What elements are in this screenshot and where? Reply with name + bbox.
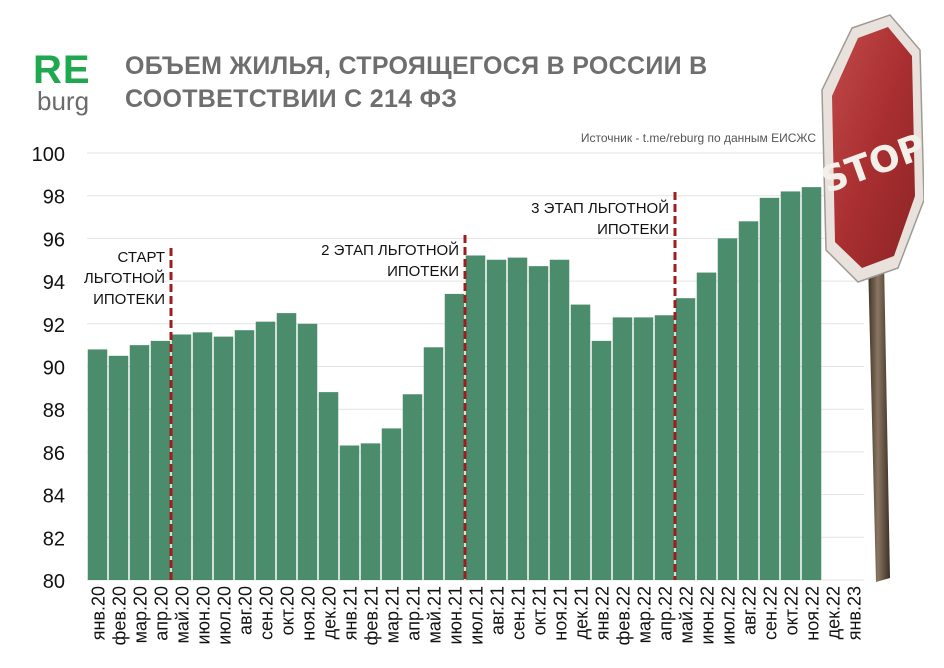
bar [528,266,549,580]
x-tick-label: авг.20 [236,586,256,635]
x-tick-label: янв.23 [845,586,865,640]
x-tick-label: ноя.22 [803,586,823,641]
bar [129,345,150,580]
logo-burg-text: burg [37,86,90,116]
x-tick-label: ноя.20 [299,586,319,641]
phase-annotation-text: 3 ЭТАП ЛЬГОТНОЙ [531,199,669,217]
x-tick-label: сен.22 [761,586,781,640]
chart-title: ОБЪЕМ ЖИЛЬЯ, СТРОЯЩЕГОСЯ В РОССИИ В СООТ… [125,52,708,113]
bar [591,340,612,580]
bar [171,334,192,580]
bar [339,445,360,580]
x-tick-label: апр.22 [656,586,676,641]
stop-sign-image: STOP [816,14,924,582]
y-tick-label: 90 [43,358,65,380]
x-tick-label: апр.20 [152,586,172,641]
bar [717,238,738,580]
bar [759,197,780,580]
bar [108,355,129,580]
x-tick-label: дек.21 [572,586,592,639]
bar [87,349,108,580]
phase-annotation-text: ИПОТЕКИ [387,263,459,280]
bar [570,304,591,580]
x-tick-label: май.21 [425,586,445,643]
x-tick-label: авг.22 [740,586,760,635]
x-tick-label: фев.21 [362,586,382,645]
x-tick-label: июн.21 [446,586,466,645]
bar [234,330,255,580]
x-tick-label: окт.21 [530,586,550,635]
bar [381,428,402,580]
phase-annotation-text: СТАРТ [118,249,166,266]
y-tick-label: 96 [43,229,65,251]
bar [402,394,423,580]
bar [633,317,654,580]
y-tick-label: 80 [43,571,65,593]
x-tick-label: сен.20 [257,586,277,640]
x-tick-label: июл.21 [467,586,487,645]
x-tick-label: янв.22 [593,586,613,640]
x-tick-label: май.20 [173,586,193,643]
bar [360,443,381,580]
source-note: Источник - t.me/reburg по данным ЕИСЖС [580,131,816,145]
y-tick-label: 84 [43,486,65,508]
x-tick-label: июн.22 [698,586,718,645]
y-tick-label: 94 [43,272,65,294]
x-tick-label: окт.22 [782,586,802,635]
y-tick-label: 86 [43,443,65,465]
bar [255,321,276,580]
phase-annotation-text: ЛЬГОТНОЙ [84,269,165,287]
logo-re-text: RE [33,48,91,92]
x-tick-label: июн.20 [194,586,214,645]
bar [801,187,822,580]
x-tick-label: апр.21 [404,586,424,641]
x-tick-label: окт.20 [278,586,298,635]
x-tick-label: июл.22 [719,586,739,645]
x-tick-label: дек.20 [320,586,340,639]
bar [486,259,507,580]
x-tick-label: фев.20 [110,586,130,645]
bar [276,313,297,580]
bar [423,347,444,580]
x-tick-label: мар.20 [131,586,151,643]
phase-annotation-text: 2 ЭТАП ЛЬГОТНОЙ [321,241,459,259]
bar [318,392,339,580]
bar [192,332,213,580]
bar [150,340,171,580]
y-tick-label: 98 [43,187,65,209]
phase-annotation-text: ИПОТЕКИ [93,291,165,308]
y-tick-label: 100 [32,144,65,166]
x-tick-label: май.22 [677,586,697,643]
x-tick-label: фев.22 [614,586,634,645]
x-tick-label: мар.22 [635,586,655,643]
phase-annotation-text: ИПОТЕКИ [597,221,669,238]
reburg-logo: RE burg [33,50,108,114]
bar [738,221,759,580]
x-tick-label: мар.21 [383,586,403,643]
bar [696,272,717,580]
bar [612,317,633,580]
y-tick-label: 92 [43,315,65,337]
x-tick-label: сен.21 [509,586,529,640]
x-tick-label: июл.20 [215,586,235,645]
x-tick-label: авг.21 [488,586,508,635]
bar [465,255,486,581]
bar [675,298,696,580]
x-tick-label: ноя.21 [551,586,571,641]
bar [213,336,234,580]
x-tick-label: дек.22 [824,586,844,639]
bar [444,293,465,580]
x-tick-label: янв.20 [89,586,109,640]
bar [549,259,570,580]
bar [654,315,675,580]
y-tick-label: 88 [43,400,65,422]
bar [507,257,528,580]
bar [297,323,318,580]
x-tick-label: янв.21 [341,586,361,640]
bar [780,191,801,580]
y-tick-label: 82 [43,528,65,550]
